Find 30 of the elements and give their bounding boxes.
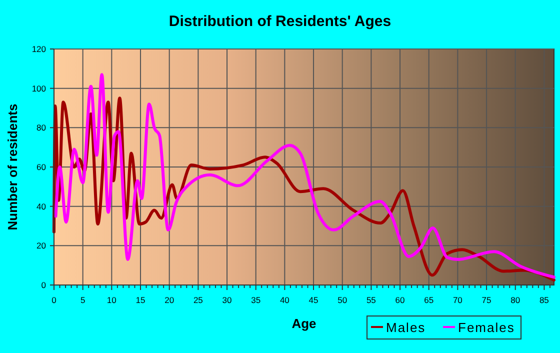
x-tick-label: 55 <box>366 295 376 305</box>
x-tick-label: 25 <box>193 295 204 305</box>
x-tick-label: 10 <box>106 295 117 305</box>
x-tick-label: 35 <box>251 295 261 305</box>
y-tick-label: 120 <box>32 44 46 54</box>
x-tick-label: 85 <box>539 295 550 305</box>
y-tick-label: 20 <box>36 240 46 251</box>
y-tick-label: 40 <box>36 201 46 212</box>
x-tick-label: 30 <box>222 295 232 305</box>
x-tick-label: 45 <box>308 295 319 305</box>
x-tick-label: 15 <box>136 295 146 305</box>
x-tick-label: 60 <box>395 295 406 305</box>
y-axis-title: Number of residents <box>5 104 20 230</box>
x-tick-label: 80 <box>510 295 520 305</box>
x-tick-label: 40 <box>280 295 290 305</box>
chart-title: Distribution of Residents' Ages <box>168 13 392 30</box>
x-tick-label: 5 <box>80 295 86 305</box>
y-tick-label: 0 <box>41 280 46 290</box>
legend-label: Females <box>458 320 515 335</box>
y-tick-label: 100 <box>32 83 46 94</box>
x-axis-title: Age <box>292 316 316 331</box>
x-tick-label: 50 <box>338 295 348 305</box>
x-tick-label: 0 <box>52 295 57 305</box>
x-tick-label: 70 <box>452 295 463 305</box>
x-tick-label: 75 <box>482 295 492 305</box>
x-tick-label: 65 <box>424 295 434 305</box>
legend-label: Males <box>386 320 426 335</box>
x-tick-label: 20 <box>164 295 174 305</box>
y-tick-label: 80 <box>36 122 46 133</box>
y-tick-label: 60 <box>36 162 46 172</box>
